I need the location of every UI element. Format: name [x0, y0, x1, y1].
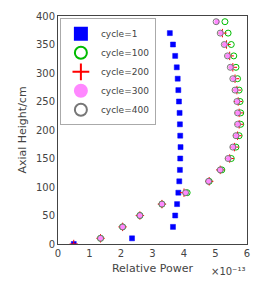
svg-text:cycle=300: cycle=300	[101, 86, 149, 96]
svg-text:50: 50	[42, 210, 55, 221]
svg-text:400: 400	[36, 11, 55, 22]
svg-text:250: 250	[36, 96, 55, 107]
svg-text:300: 300	[36, 68, 55, 79]
svg-text:1: 1	[86, 248, 92, 259]
svg-text:3: 3	[149, 248, 155, 259]
svg-text:4: 4	[181, 248, 187, 259]
svg-text:Relative Power: Relative Power	[112, 262, 194, 275]
svg-text:200: 200	[36, 125, 55, 136]
svg-text:×10⁻¹³: ×10⁻¹³	[211, 266, 245, 277]
svg-text:Axial Height/cm: Axial Height/cm	[16, 86, 29, 173]
svg-text:0: 0	[55, 248, 61, 259]
svg-text:0: 0	[49, 239, 55, 250]
svg-text:cycle=1: cycle=1	[101, 29, 138, 39]
svg-text:100: 100	[36, 182, 55, 193]
svg-text:cycle=100: cycle=100	[101, 48, 149, 58]
svg-text:150: 150	[36, 153, 55, 164]
svg-text:6: 6	[244, 248, 250, 259]
svg-text:cycle=400: cycle=400	[101, 105, 149, 115]
svg-text:5: 5	[212, 248, 218, 259]
svg-text:cycle=200: cycle=200	[101, 67, 149, 77]
svg-text:2: 2	[118, 248, 124, 259]
svg-text:350: 350	[36, 39, 55, 50]
